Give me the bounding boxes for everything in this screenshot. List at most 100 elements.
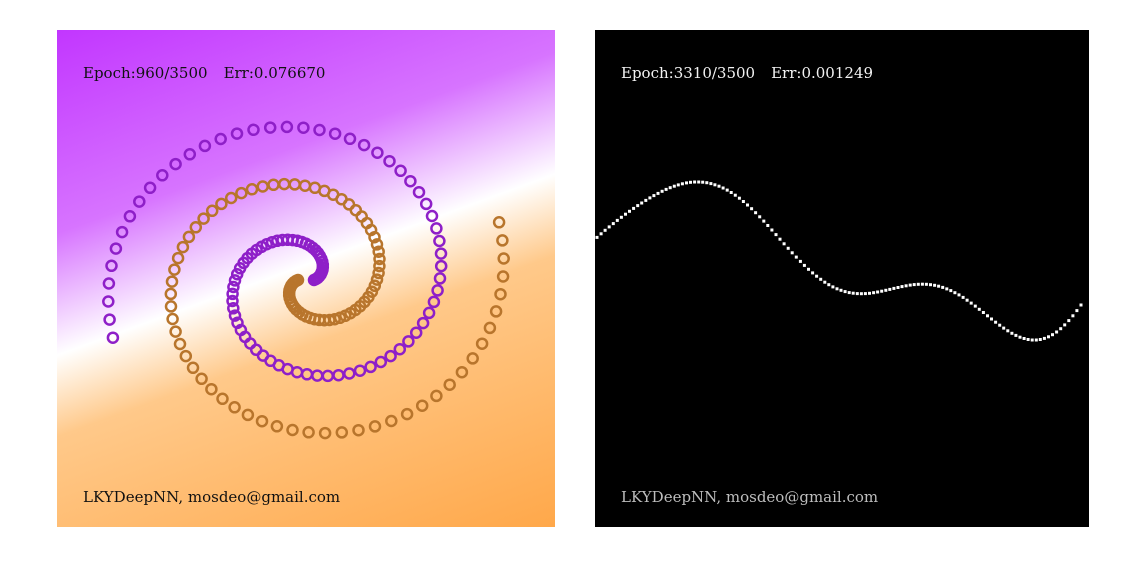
curve-point bbox=[1006, 329, 1010, 333]
curve-point bbox=[1018, 335, 1022, 339]
curve-point bbox=[774, 233, 778, 237]
spiral-point bbox=[182, 230, 196, 244]
curve-point bbox=[766, 224, 770, 227]
curve-point bbox=[990, 317, 993, 321]
curve-point bbox=[949, 289, 953, 293]
curve-point bbox=[859, 292, 863, 296]
curve-point bbox=[1071, 314, 1075, 318]
curve-point bbox=[778, 237, 782, 241]
curve-plot bbox=[595, 180, 1083, 342]
curve-point bbox=[1030, 338, 1034, 342]
spiral-point bbox=[247, 123, 260, 137]
spiral-point bbox=[214, 132, 227, 146]
curve-regression-panel: Epoch:3310/3500 Err:0.001249 LKYDeepNN, m… bbox=[595, 30, 1089, 527]
spiral-point bbox=[198, 139, 212, 153]
spiral-point bbox=[483, 321, 497, 335]
spiral-point bbox=[109, 242, 123, 255]
curve-point bbox=[737, 196, 741, 200]
spiral-point bbox=[368, 420, 382, 433]
curve-point bbox=[693, 180, 697, 184]
spiral-point bbox=[455, 365, 469, 379]
spiral-point bbox=[166, 312, 179, 326]
spiral-point bbox=[371, 146, 384, 159]
curve-point bbox=[929, 283, 932, 287]
spiral-point bbox=[475, 337, 489, 350]
spiral-point bbox=[228, 274, 242, 287]
spiral-point bbox=[227, 302, 240, 315]
spiral-point bbox=[176, 240, 190, 254]
curve-point bbox=[750, 207, 754, 211]
spiral-point bbox=[430, 222, 443, 235]
spiral-point bbox=[370, 273, 384, 286]
curve-point bbox=[648, 196, 652, 200]
curve-point bbox=[676, 183, 680, 187]
left-epoch-label: Epoch:960/3500 bbox=[83, 64, 208, 82]
spiral-point bbox=[368, 279, 382, 293]
curve-point bbox=[628, 209, 631, 213]
spiral-point bbox=[427, 295, 441, 309]
spiral-point bbox=[373, 252, 386, 266]
spiral-point bbox=[385, 414, 398, 428]
curve-point bbox=[603, 228, 607, 232]
curve-point bbox=[880, 289, 884, 293]
curve-point bbox=[912, 283, 916, 287]
spiral-point bbox=[277, 177, 291, 191]
spiral-point bbox=[102, 277, 116, 290]
curve-point bbox=[945, 287, 949, 291]
curve-point bbox=[1075, 309, 1079, 313]
spiral-point bbox=[431, 284, 444, 297]
spiral-point bbox=[103, 313, 116, 326]
curve-point bbox=[632, 206, 636, 210]
curve-point bbox=[998, 323, 1002, 327]
curve-point bbox=[595, 235, 599, 239]
curve-point bbox=[709, 182, 713, 186]
spiral-point bbox=[415, 399, 429, 412]
spiral-point bbox=[102, 295, 115, 308]
curve-point bbox=[656, 191, 660, 195]
curve-point bbox=[689, 180, 692, 184]
spiral-point bbox=[179, 349, 193, 363]
spiral-point bbox=[227, 280, 240, 294]
curve-point bbox=[741, 200, 745, 203]
spiral-point bbox=[412, 185, 426, 199]
spiral-point bbox=[393, 342, 407, 356]
curve-point bbox=[1079, 303, 1083, 307]
spiral-point bbox=[186, 361, 200, 375]
curve-point bbox=[721, 186, 725, 190]
curve-point bbox=[851, 291, 855, 295]
spiral-point bbox=[171, 251, 185, 265]
curve-point bbox=[746, 203, 749, 207]
spiral-point bbox=[364, 360, 377, 374]
spiral-point bbox=[497, 252, 510, 265]
spiral-point bbox=[494, 287, 507, 301]
curve-point bbox=[762, 219, 766, 223]
curve-point bbox=[652, 194, 656, 198]
curve-point bbox=[986, 314, 989, 318]
curve-point bbox=[815, 274, 819, 278]
curve-point bbox=[855, 292, 859, 296]
curve-point bbox=[701, 180, 705, 184]
curve-point bbox=[823, 280, 827, 284]
curve-point bbox=[937, 284, 941, 288]
spiral-point bbox=[422, 306, 436, 320]
spiral-point bbox=[271, 234, 284, 248]
spiral-point bbox=[383, 154, 396, 168]
spiral-point bbox=[226, 294, 239, 308]
curve-point bbox=[611, 222, 615, 226]
spiral-point bbox=[263, 121, 277, 134]
curve-point bbox=[615, 218, 619, 222]
spiral-point bbox=[404, 174, 417, 188]
curve-point bbox=[1042, 336, 1046, 340]
curve-point bbox=[916, 282, 920, 286]
spiral-point bbox=[353, 364, 367, 377]
spiral-point bbox=[332, 368, 345, 382]
right-err-label: Err:0.001249 bbox=[771, 64, 874, 82]
class-b-spiral bbox=[164, 177, 510, 440]
curve-point bbox=[924, 282, 928, 286]
right-epoch-label: Epoch:3310/3500 bbox=[621, 64, 756, 82]
spiral-point bbox=[235, 186, 248, 200]
curve-point bbox=[973, 304, 977, 308]
curve-point bbox=[1002, 326, 1006, 330]
spiral-point bbox=[230, 267, 244, 281]
curve-point bbox=[847, 291, 851, 295]
